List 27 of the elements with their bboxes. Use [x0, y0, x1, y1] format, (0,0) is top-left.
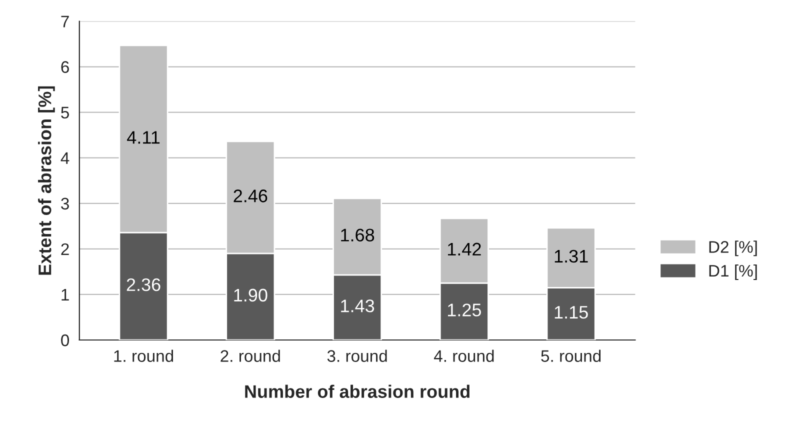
y-tick-label: 6 [61, 61, 69, 73]
y-tick-label: 7 [61, 16, 69, 28]
data-label: 1.15 [554, 306, 588, 319]
data-label: 2.36 [126, 278, 160, 292]
x-tick-label: 2. round [220, 350, 280, 362]
legend-label: D2 [%] [709, 240, 757, 256]
data-label: 1.68 [341, 228, 374, 242]
y-tick-label: 3 [61, 198, 69, 210]
y-tick-label: 4 [60, 152, 70, 164]
x-tick-label: 1. round [114, 350, 174, 362]
data-label: 2.46 [234, 190, 268, 202]
x-tick-label: 3. round [327, 350, 387, 362]
y-tick-label: 2 [61, 243, 69, 255]
y-tick-label: 0 [61, 334, 70, 346]
y-axis-title: Extent of abrasion [%] [38, 86, 55, 275]
data-label: 1.42 [448, 242, 481, 256]
data-label: 4.11 [127, 131, 160, 144]
x-axis-title: Number of abrasion round [245, 384, 470, 398]
x-tick-label: 5. round [541, 350, 601, 362]
data-label: 1.90 [234, 288, 268, 302]
data-label: 1.43 [341, 300, 374, 312]
x-tick-label: 4. round [434, 350, 494, 362]
data-label: 1.25 [448, 304, 481, 316]
y-tick-label: 1 [62, 289, 69, 301]
y-tick-label: 5 [61, 106, 69, 119]
legend-label: D1 [%] [709, 264, 757, 280]
data-label: 1.31 [554, 250, 588, 263]
